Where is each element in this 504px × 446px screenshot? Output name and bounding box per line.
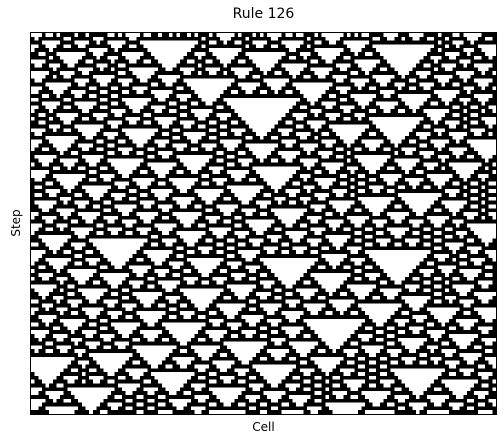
x-axis-label: Cell [252, 420, 275, 434]
chart-title: Rule 126 [232, 6, 295, 22]
automaton-heatmap [31, 33, 496, 414]
automaton-plot-area [30, 32, 497, 415]
y-axis-label: Step [9, 209, 23, 237]
